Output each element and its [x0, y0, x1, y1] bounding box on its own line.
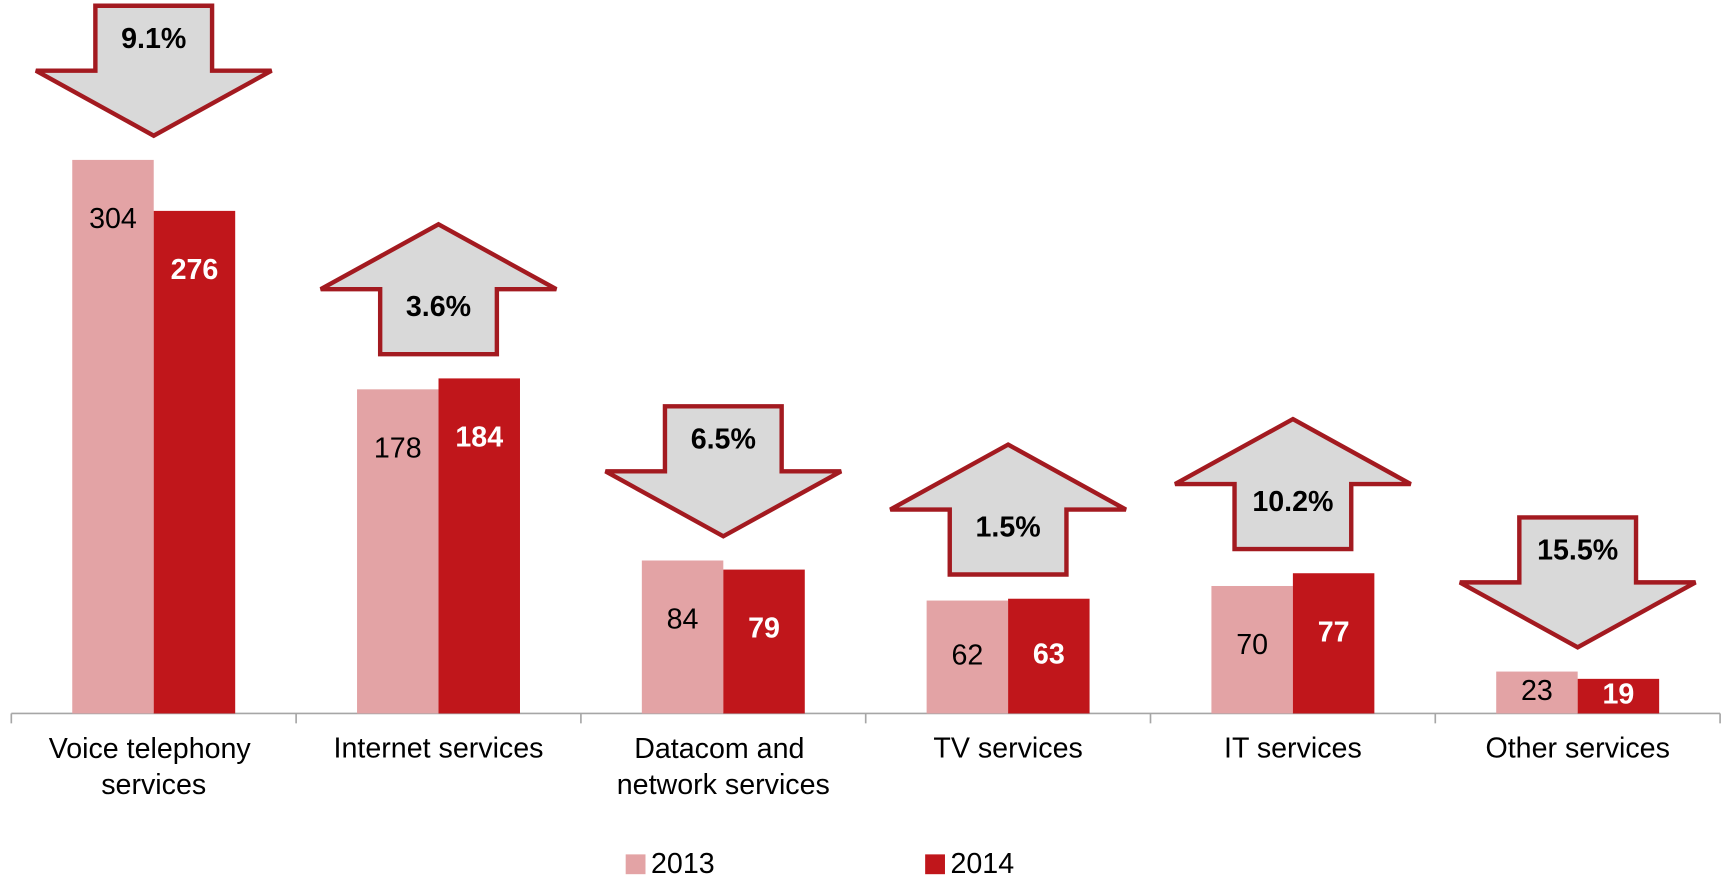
data-label: 70 [1236, 629, 1268, 661]
legend-swatch [625, 854, 646, 875]
data-label: 62 [951, 640, 983, 672]
data-label: 79 [748, 613, 780, 645]
bar [153, 210, 236, 714]
data-label: 84 [667, 604, 699, 636]
change-arrow [1458, 515, 1697, 650]
change-label: 9.1% [121, 23, 186, 55]
legend-label: 2013 [651, 848, 715, 880]
data-label: 184 [455, 422, 503, 454]
bar [641, 560, 724, 714]
legend-label: 2014 [950, 848, 1014, 880]
change-arrow [319, 221, 558, 357]
bar [1292, 573, 1375, 714]
bar [1496, 671, 1578, 714]
legend-swatch [925, 854, 945, 875]
change-label: 6.5% [691, 424, 756, 456]
data-label: 276 [171, 254, 219, 286]
change-arrow [604, 404, 843, 539]
bar [1577, 678, 1660, 714]
x-tick-label: IT services [1224, 732, 1362, 764]
x-tick-label: Internet services [334, 732, 544, 764]
change-label: 3.6% [406, 291, 471, 323]
data-label: 178 [374, 432, 422, 464]
x-tick-label: Other services [1485, 732, 1669, 764]
change-arrow [889, 442, 1127, 577]
data-label: 304 [89, 203, 137, 235]
x-tick-label: TV services [933, 732, 1082, 764]
bar [72, 159, 154, 714]
bar [357, 389, 439, 714]
bar [926, 600, 1009, 714]
change-label: 1.5% [975, 511, 1040, 543]
data-label: 77 [1318, 616, 1350, 648]
bar [1008, 598, 1090, 714]
data-label: 19 [1603, 679, 1635, 711]
change-label: 15.5% [1537, 535, 1618, 567]
x-tick-label: Voice telephony services [49, 732, 259, 800]
bar [723, 569, 805, 714]
change-label: 10.2% [1252, 486, 1333, 518]
data-label: 63 [1033, 639, 1065, 671]
data-label: 23 [1521, 675, 1553, 707]
x-tick-label: Datacom and network services [617, 732, 830, 800]
bar [438, 378, 520, 714]
change-arrow [1174, 416, 1412, 552]
change-arrow [34, 3, 273, 139]
bar [1211, 585, 1293, 714]
